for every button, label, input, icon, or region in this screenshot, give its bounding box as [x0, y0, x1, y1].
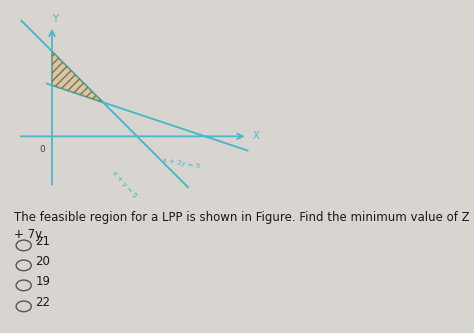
Text: Y: Y: [53, 14, 58, 24]
Text: The feasible region for a LPP is shown in Figure. Find the minimum value of Z = : The feasible region for a LPP is shown i…: [14, 211, 474, 224]
Text: + 7y.: + 7y.: [14, 228, 45, 241]
Text: 22: 22: [36, 296, 51, 309]
Text: x + 3y = 9: x + 3y = 9: [163, 157, 201, 169]
Text: 21: 21: [36, 235, 51, 248]
Text: 19: 19: [36, 275, 51, 288]
Text: X: X: [253, 131, 259, 141]
Text: 0: 0: [39, 145, 45, 154]
Text: 20: 20: [36, 255, 50, 268]
Polygon shape: [52, 51, 103, 102]
Text: x + y = 5: x + y = 5: [111, 170, 138, 199]
